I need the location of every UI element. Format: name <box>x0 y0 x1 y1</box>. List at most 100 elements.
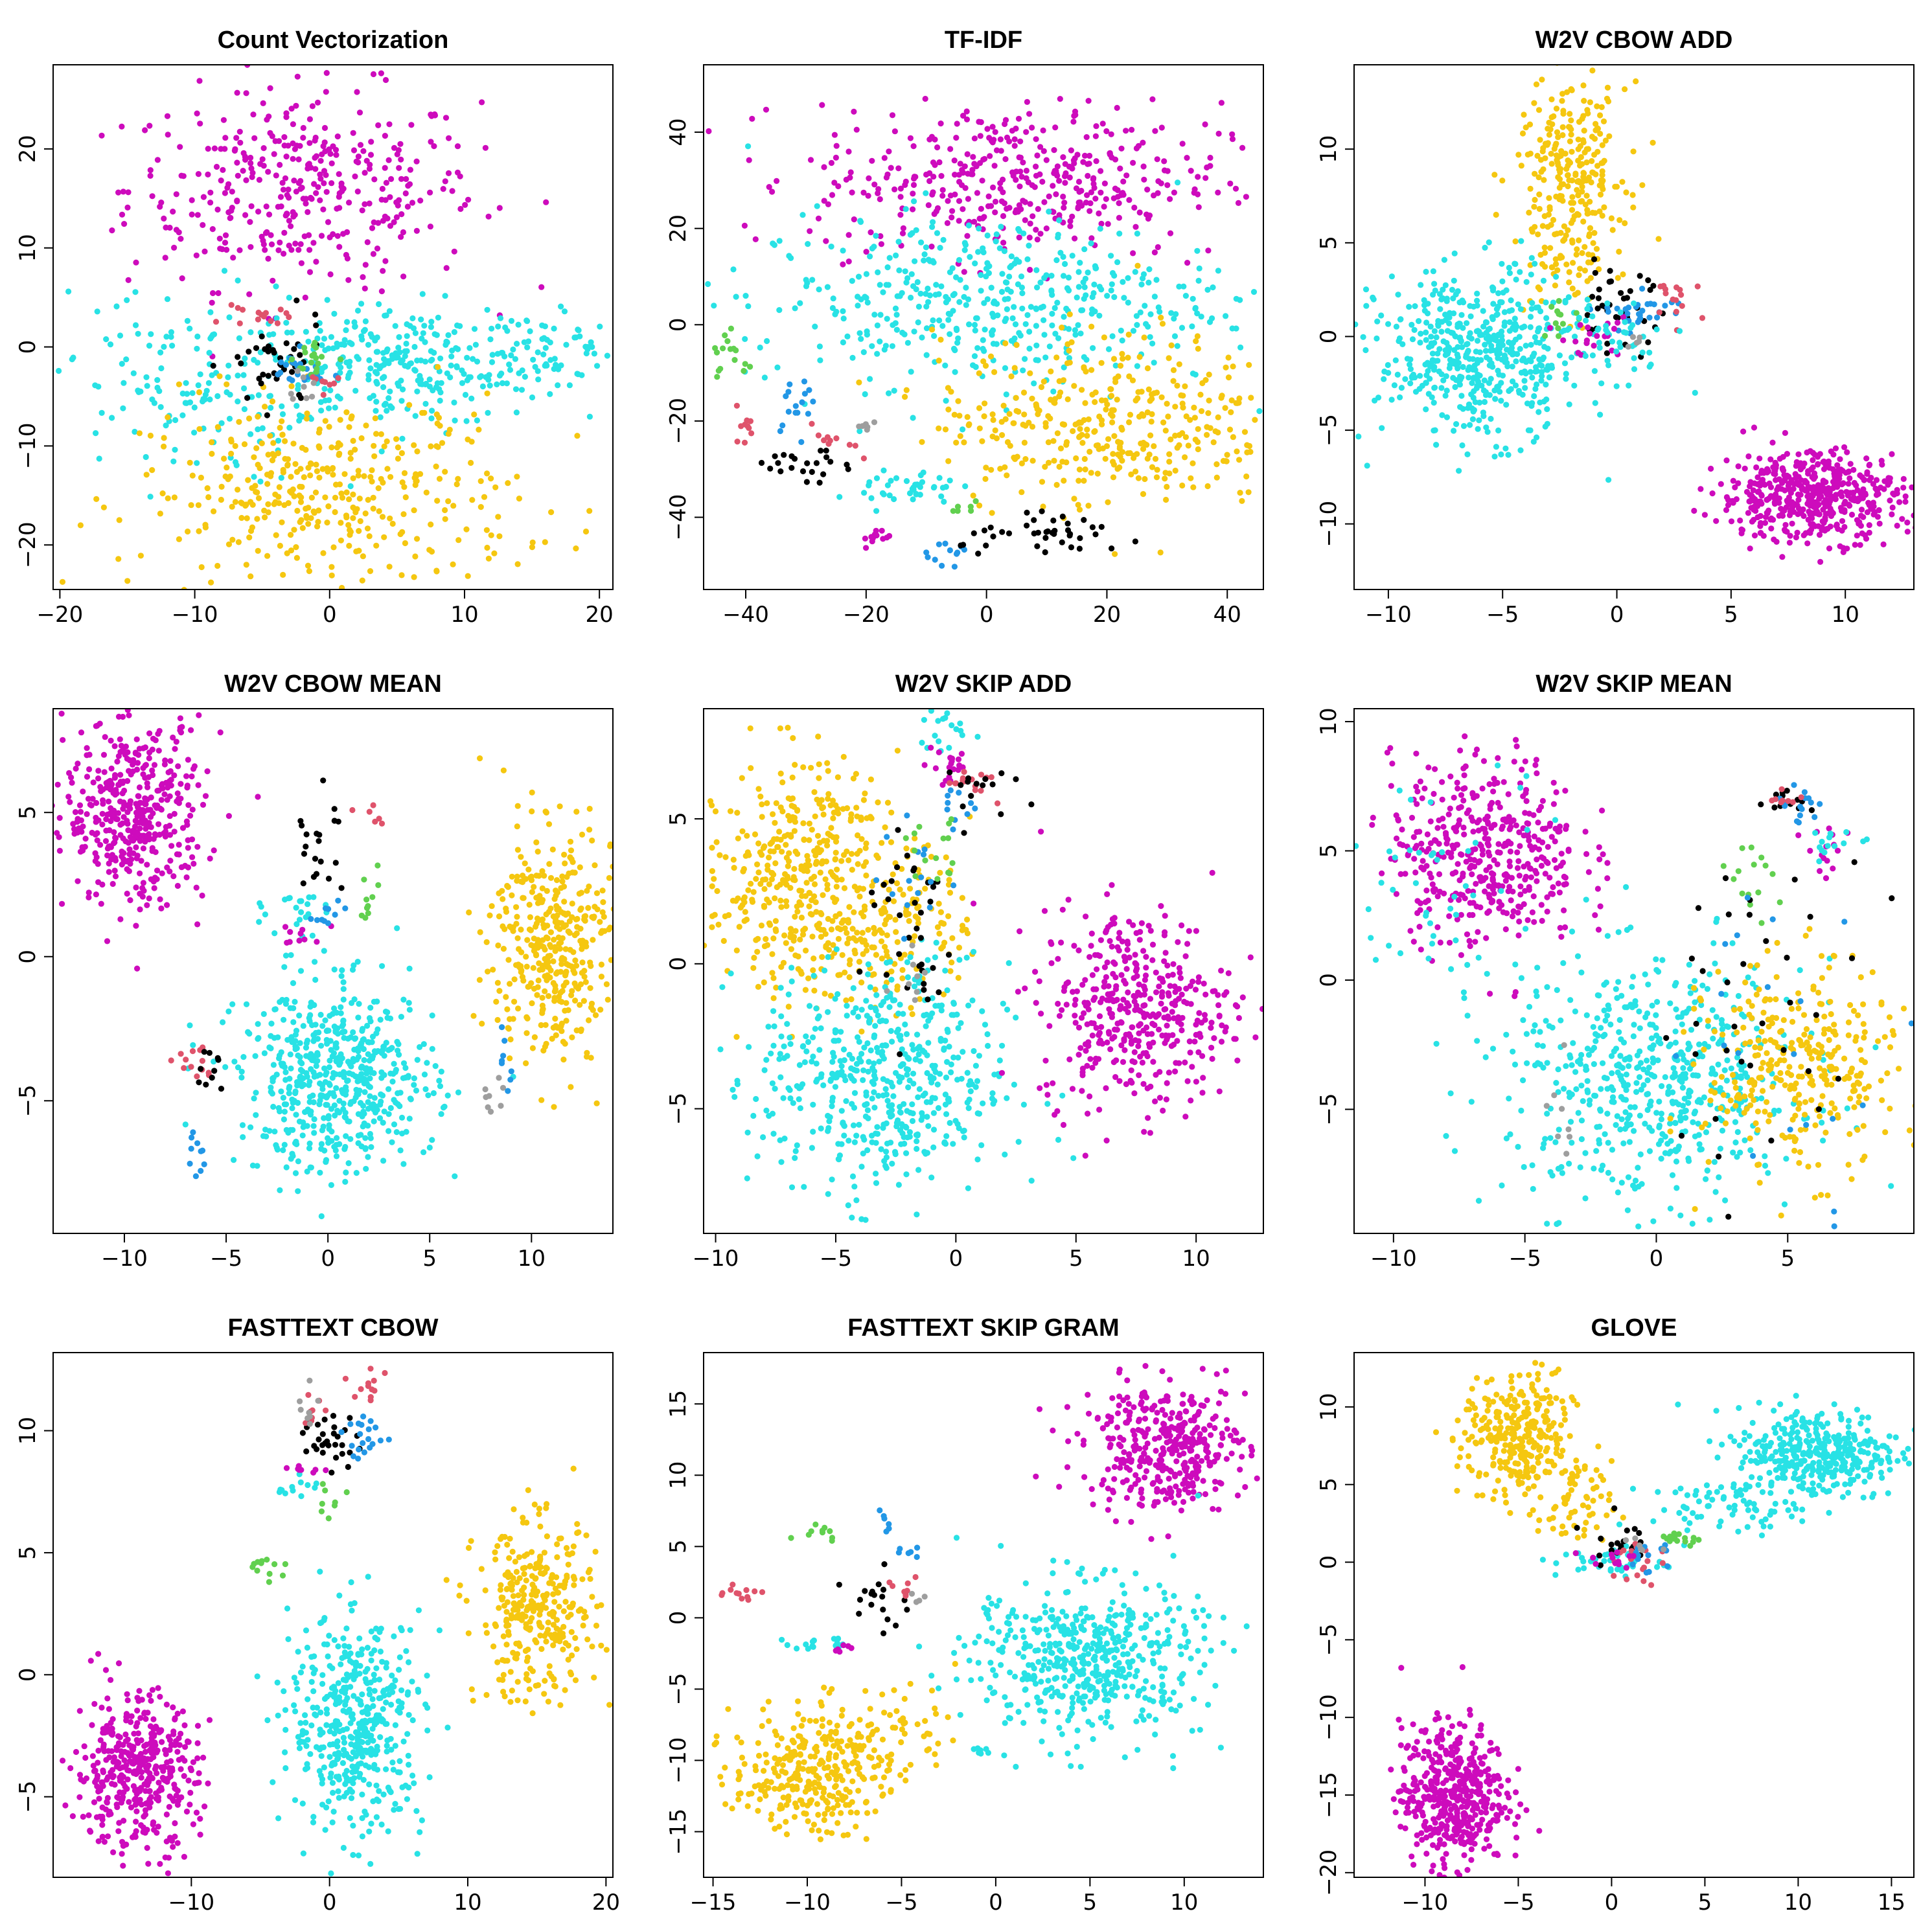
data-point-yellow <box>1236 395 1243 402</box>
data-point-cyan <box>1360 334 1366 340</box>
data-point-magenta <box>1878 485 1884 491</box>
data-point-cyan <box>1517 306 1524 312</box>
data-point-yellow <box>411 442 417 448</box>
data-point-magenta <box>1753 508 1759 514</box>
data-point-yellow <box>211 508 217 515</box>
data-point-cyan <box>1538 378 1545 384</box>
data-point-magenta <box>831 132 838 138</box>
data-point-cyan <box>1392 357 1399 363</box>
data-point-cyan <box>1506 328 1513 334</box>
data-point-cyan <box>367 1093 373 1099</box>
data-point-cyan <box>403 340 409 347</box>
data-point-cyan <box>253 1090 259 1096</box>
data-point-cyan <box>776 307 783 314</box>
data-point-yellow <box>1104 401 1110 407</box>
data-point-magenta <box>290 155 296 162</box>
data-point-yellow <box>1166 459 1173 465</box>
data-point-magenta <box>1013 125 1019 132</box>
data-point-black <box>1595 295 1602 301</box>
data-point-green <box>727 346 733 352</box>
data-point-cyan <box>1468 336 1475 342</box>
data-point-magenta <box>1300 217 1305 223</box>
data-point-magenta <box>1140 163 1147 170</box>
data-point-black <box>788 464 795 471</box>
data-point-magenta <box>178 864 185 871</box>
data-point-cyan <box>1450 295 1456 302</box>
data-point-red <box>239 306 246 313</box>
data-point-yellow <box>360 553 367 560</box>
data-point-cyan <box>484 306 490 313</box>
data-point-yellow <box>1596 208 1603 214</box>
data-point-cyan <box>381 402 388 408</box>
data-point-magenta <box>945 198 951 204</box>
data-point-magenta <box>103 780 109 786</box>
data-point-yellow <box>1075 501 1081 509</box>
data-point-cyan <box>1488 415 1494 422</box>
data-point-red <box>1656 309 1662 315</box>
data-point-magenta <box>1778 511 1786 518</box>
data-point-cyan <box>396 334 402 341</box>
data-point-magenta <box>1215 130 1222 137</box>
data-point-magenta <box>1615 319 1621 326</box>
data-point-magenta <box>988 203 995 209</box>
data-point-cyan <box>989 310 996 317</box>
data-point-green <box>731 357 738 363</box>
data-point-cyan <box>1006 273 1013 280</box>
data-point-magenta <box>374 246 381 252</box>
data-point-magenta <box>1747 545 1753 552</box>
data-point-magenta <box>763 106 770 113</box>
data-point-cyan <box>442 293 448 299</box>
data-point-magenta <box>189 807 196 813</box>
data-point-gray <box>303 395 310 402</box>
data-point-yellow <box>1563 166 1570 172</box>
data-point-magenta <box>155 748 162 754</box>
data-point-magenta <box>828 159 834 166</box>
data-point-magenta <box>1088 235 1095 242</box>
data-point-cyan <box>354 354 360 360</box>
data-point-yellow <box>1188 475 1194 481</box>
data-point-yellow <box>1109 407 1115 413</box>
data-point-magenta <box>1118 145 1125 152</box>
data-point-cyan <box>1443 414 1450 420</box>
data-point-cyan <box>281 1141 288 1148</box>
data-point-magenta <box>1817 451 1823 457</box>
data-point-yellow <box>1572 170 1579 177</box>
data-point-cyan <box>241 406 247 413</box>
data-point-cyan <box>886 390 892 396</box>
data-point-magenta <box>992 129 998 135</box>
data-point-magenta <box>869 157 875 164</box>
data-point-yellow <box>1182 434 1189 440</box>
data-point-yellow <box>491 550 498 556</box>
data-point-cyan <box>417 372 423 379</box>
data-point-yellow <box>1591 230 1598 236</box>
data-point-magenta <box>1773 538 1780 545</box>
data-point-magenta <box>1195 204 1202 211</box>
data-point-cyan <box>374 370 380 377</box>
data-point-magenta <box>367 152 374 158</box>
data-point-yellow <box>1565 124 1572 130</box>
data-point-cyan <box>1467 330 1473 336</box>
data-point-yellow <box>1577 266 1583 272</box>
data-point-magenta <box>1867 461 1873 468</box>
data-point-yellow <box>1307 415 1313 420</box>
data-point-yellow <box>198 474 204 481</box>
data-point-cyan <box>1022 356 1028 362</box>
data-point-cyan <box>1529 374 1535 381</box>
data-point-yellow <box>350 515 356 521</box>
data-point-yellow <box>1088 367 1095 373</box>
data-point-cyan <box>1061 364 1067 371</box>
data-point-magenta <box>1024 98 1030 105</box>
data-point-magenta <box>218 177 224 184</box>
data-point-cyan <box>1011 304 1017 310</box>
data-point-yellow <box>1566 269 1572 275</box>
data-point-cyan <box>1194 310 1201 317</box>
data-point-magenta <box>749 115 755 122</box>
data-point-black <box>1109 545 1115 552</box>
data-point-black <box>235 354 241 360</box>
data-point-yellow <box>315 519 321 525</box>
data-point-yellow <box>1179 400 1186 407</box>
data-point-magenta <box>1843 470 1849 476</box>
data-point-magenta <box>371 219 377 225</box>
data-point-cyan <box>259 425 266 431</box>
data-point-magenta <box>328 160 335 166</box>
